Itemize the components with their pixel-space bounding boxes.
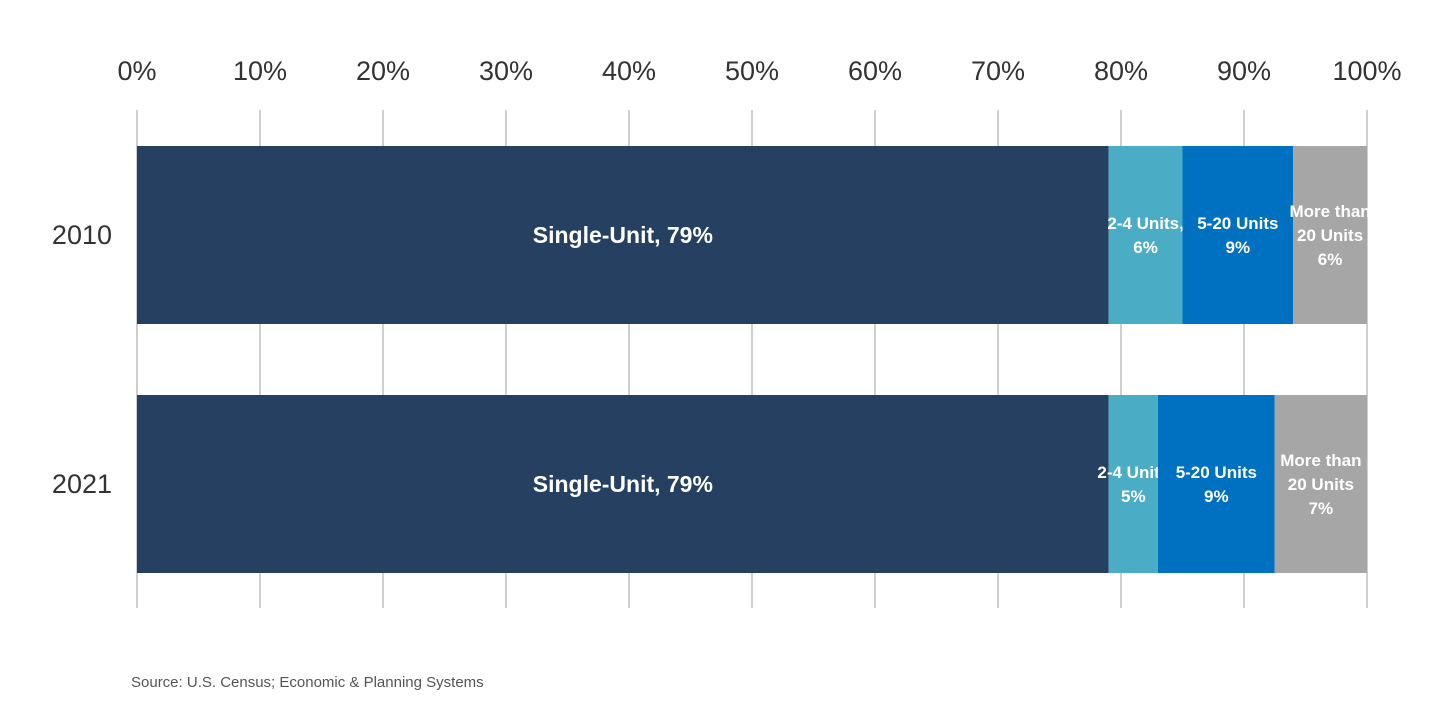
data-label: Single-Unit, 79% — [533, 471, 713, 497]
bar-segment-more_20 — [1293, 146, 1367, 324]
bar-segment-units_5_20 — [1157, 395, 1275, 573]
bar-segment-units_2_4 — [1108, 395, 1158, 573]
x-tick-label: 20% — [356, 56, 410, 86]
x-tick-label: 100% — [1332, 56, 1401, 86]
data-label: More than 20 Units 6% — [1289, 202, 1370, 269]
data-label: 2-4 Units, 6% — [1107, 214, 1184, 257]
bar-segment-single — [137, 395, 1109, 573]
data-label: Single-Unit, 79% — [533, 222, 713, 248]
bar-segment-units_5_20 — [1182, 146, 1294, 324]
x-tick-label: 0% — [117, 56, 156, 86]
x-tick-label: 60% — [848, 56, 902, 86]
x-tick-label: 50% — [725, 56, 779, 86]
category-label: 2010 — [52, 220, 112, 250]
bar-segment-more_20 — [1274, 395, 1367, 573]
x-tick-label: 90% — [1217, 56, 1271, 86]
source-note: Source: U.S. Census; Economic & Planning… — [131, 674, 484, 691]
x-tick-label: 30% — [479, 56, 533, 86]
data-label: More than 20 Units 7% — [1280, 451, 1361, 518]
data-label: 5-20 Units 9% — [1176, 463, 1257, 506]
x-tick-label: 80% — [1094, 56, 1148, 86]
category-label: 2021 — [52, 469, 112, 499]
bar-segment-units_2_4 — [1108, 146, 1183, 324]
bar-segment-single — [137, 146, 1109, 324]
data-label: 5-20 Units 9% — [1197, 214, 1278, 257]
x-tick-label: 10% — [233, 56, 287, 86]
x-tick-label: 40% — [602, 56, 656, 86]
data-label: 2-4 Units 5% — [1097, 463, 1169, 506]
x-tick-label: 70% — [971, 56, 1025, 86]
